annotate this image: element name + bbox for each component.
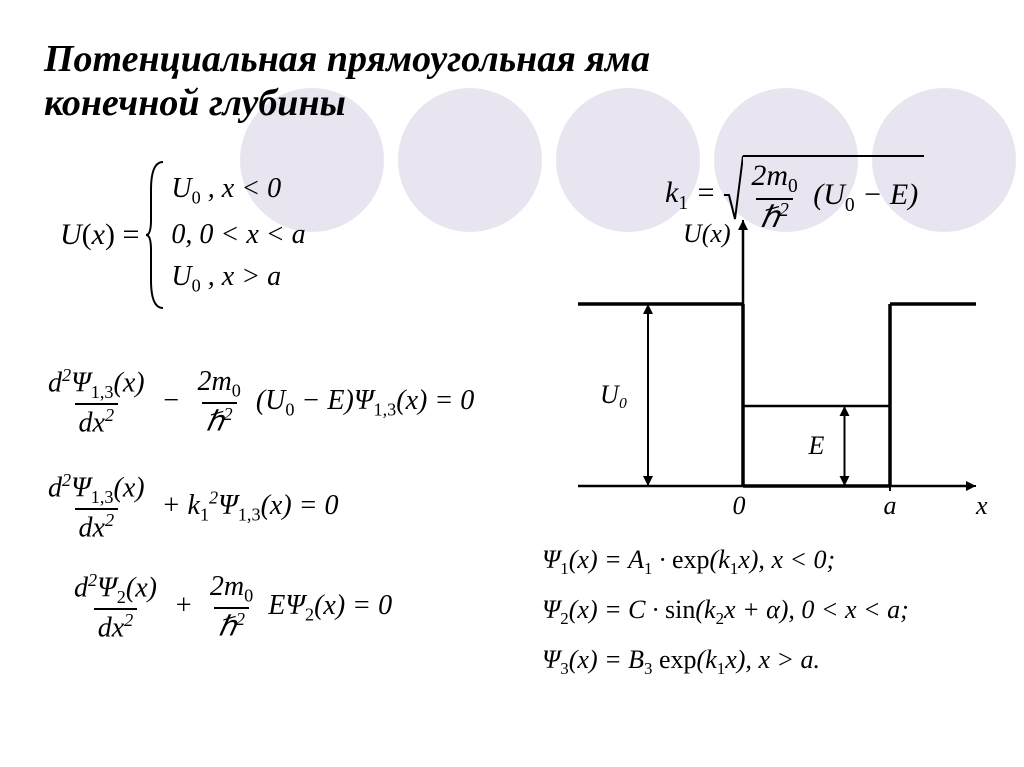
svg-text:U(x): U(x)	[683, 219, 731, 248]
equation-ode1: d2Ψ1,3(x) dx2 − 2m0 ℏ2 (U0 − E)Ψ1,3(x) =…	[44, 365, 474, 439]
piecewise-lhs: U(x) =	[60, 218, 139, 252]
solution-psi1: Ψ1(x) = A1 · exp(k1x), x < 0;	[542, 545, 835, 579]
svg-text:x: x	[975, 491, 988, 520]
equation-ode3: d2Ψ2(x) dx2 + 2m0 ℏ2 EΨ2(x) = 0	[70, 570, 392, 644]
piecewise-definition: U(x) = U0 , x < 0 0, 0 < x < a U0 , x > …	[60, 160, 306, 310]
title-line-2: конечной глубины	[44, 82, 346, 124]
left-brace	[145, 160, 167, 310]
title-line-1: Потенциальная прямоугольная яма	[44, 38, 650, 80]
case-3: U0 , x > a	[171, 261, 305, 297]
case-2: 0, 0 < x < a	[171, 219, 305, 251]
page-title: Потенциальная прямоугольная яма конечной…	[44, 38, 650, 125]
solution-psi2: Ψ2(x) = C · sin(k2x + α), 0 < x < a;	[542, 595, 909, 629]
case-1: U0 , x < 0	[171, 173, 305, 209]
svg-text:U₀: U₀	[600, 380, 628, 409]
equation-ode2: d2Ψ1,3(x) dx2 + k12Ψ1,3(x) = 0	[44, 470, 339, 544]
svg-text:0: 0	[733, 491, 746, 520]
content-area: U(x) = U0 , x < 0 0, 0 < x < a U0 , x > …	[0, 150, 1024, 767]
potential-well-diagram: U(x) U₀ E 0 a x	[528, 210, 988, 540]
svg-text:a: a	[884, 491, 897, 520]
svg-text:E: E	[808, 431, 825, 460]
solution-psi3: Ψ3(x) = B3 exp(k1x), x > a.	[542, 645, 820, 679]
piecewise-cases: U0 , x < 0 0, 0 < x < a U0 , x > a	[171, 173, 305, 296]
